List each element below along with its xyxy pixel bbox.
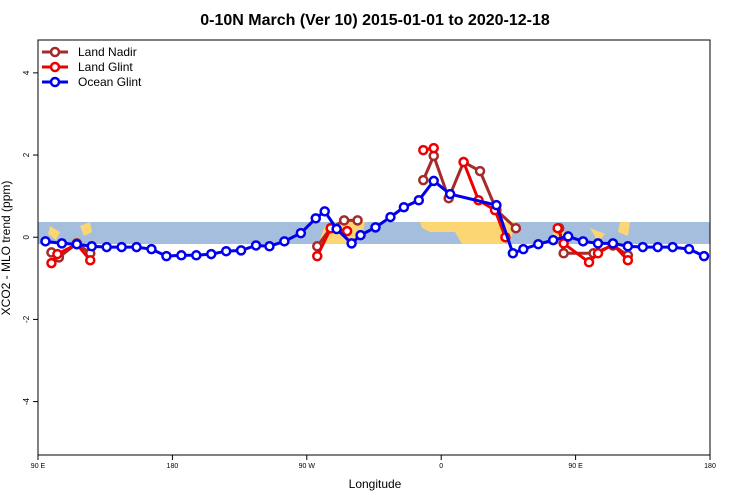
x-tick-label: 0 xyxy=(439,463,443,470)
data-point xyxy=(413,194,425,206)
data-point xyxy=(319,206,330,217)
data-point xyxy=(558,238,569,249)
data-point xyxy=(552,222,563,234)
data-point xyxy=(338,215,350,226)
data-point xyxy=(698,250,710,262)
data-point xyxy=(370,222,381,233)
data-point xyxy=(622,241,634,252)
x-tick-label: 180 xyxy=(704,463,716,470)
plot-frame xyxy=(37,39,711,456)
x-tick-label: 180 xyxy=(167,463,179,470)
data-point xyxy=(428,142,439,154)
data-point xyxy=(652,241,663,253)
data-point xyxy=(46,257,57,269)
y-tick-label: -2 xyxy=(22,315,31,323)
data-point xyxy=(418,144,429,156)
data-point xyxy=(71,238,83,250)
data-point xyxy=(474,165,486,177)
islands xyxy=(553,222,630,242)
data-point xyxy=(191,250,202,261)
data-point xyxy=(161,250,172,262)
data-point xyxy=(264,241,275,252)
data-point xyxy=(398,201,410,213)
data-point xyxy=(583,257,595,268)
y-tick-label: 0 xyxy=(22,234,31,239)
legend-marker xyxy=(49,61,61,73)
data-point xyxy=(355,229,366,241)
data-point xyxy=(86,241,98,252)
data-point xyxy=(205,248,217,260)
legend-label: Land Glint xyxy=(78,60,133,74)
data-point xyxy=(52,248,63,260)
data-point xyxy=(683,243,695,255)
legend-marker xyxy=(49,46,61,58)
legend-label: Land Nadir xyxy=(78,45,137,59)
data-point xyxy=(533,238,544,250)
data-point xyxy=(622,254,634,266)
data-point xyxy=(352,215,363,226)
data-point xyxy=(346,238,357,249)
data-point xyxy=(56,238,68,249)
data-point xyxy=(295,227,307,239)
data-point xyxy=(607,238,619,249)
data-point xyxy=(592,248,604,259)
data-point xyxy=(279,236,290,247)
data-point xyxy=(458,156,469,168)
legend-marker xyxy=(49,76,61,88)
islands xyxy=(48,222,92,240)
legend-label: Ocean Glint xyxy=(78,75,142,89)
data-point xyxy=(310,213,322,224)
data-point xyxy=(40,236,51,247)
y-tick-label: 4 xyxy=(22,70,31,75)
x-tick-label: 90 E xyxy=(568,463,583,470)
data-point xyxy=(235,245,247,256)
data-point xyxy=(250,240,262,251)
data-point xyxy=(428,175,439,187)
data-point xyxy=(547,234,559,246)
ocean-band xyxy=(38,222,710,244)
data-point xyxy=(592,238,604,249)
data-point xyxy=(341,225,353,237)
data-point xyxy=(491,199,502,211)
data-point xyxy=(577,236,589,247)
x-axis-label: Longitude xyxy=(349,477,402,491)
y-axis-label: XCO2 - MLO trend (ppm) xyxy=(0,181,13,316)
data-point xyxy=(85,254,96,266)
data-point xyxy=(637,241,649,253)
data-point xyxy=(444,188,456,200)
data-point xyxy=(131,241,142,253)
data-point xyxy=(507,248,519,259)
data-point xyxy=(146,243,157,255)
data-point xyxy=(667,241,678,253)
data-point xyxy=(518,243,529,255)
data-point xyxy=(558,248,569,259)
x-tick-label: 90 E xyxy=(31,463,46,470)
x-tick-label: 90 W xyxy=(299,463,316,470)
data-point xyxy=(312,250,323,262)
chart-title: 0-10N March (Ver 10) 2015-01-01 to 2020-… xyxy=(200,12,550,29)
data-point xyxy=(116,241,127,253)
y-tick-label: 2 xyxy=(22,152,31,157)
y-tick-label: -4 xyxy=(22,397,31,405)
data-point xyxy=(510,222,522,234)
data-point xyxy=(101,241,112,253)
data-point xyxy=(331,223,342,235)
data-point xyxy=(220,245,232,257)
data-point xyxy=(562,231,574,242)
data-point xyxy=(176,250,187,261)
data-point xyxy=(418,174,429,186)
series-line xyxy=(45,178,705,258)
data-point xyxy=(385,211,396,223)
africa xyxy=(420,222,515,244)
